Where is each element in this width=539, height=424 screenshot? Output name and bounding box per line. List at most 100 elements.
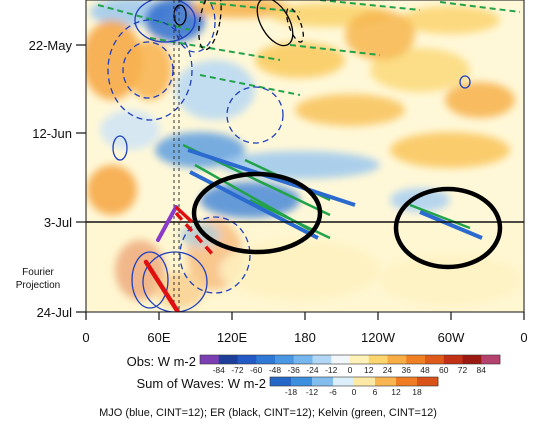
anomaly-patch [370,48,470,92]
anomaly-patch [295,94,405,126]
obs-colorbar-swatch [462,355,482,364]
waves-colorbar-tick-label: 12 [391,387,401,397]
waves-colorbar-tick-label: 0 [352,387,357,397]
obs-colorbar-tick-label: 84 [477,365,487,375]
obs-colorbar-swatch [406,355,426,364]
er-contour [256,0,294,47]
obs-colorbar-frame [199,354,501,365]
kelvin-contour [439,1,521,13]
waves-colorbar-swatch [396,377,418,386]
fourier-projection-word: Fourier [22,267,54,278]
obs-colorbar-tick-label: 36 [402,365,412,375]
red-phase-line-lower [143,259,181,312]
obs-colorbar-tick-label: -12 [325,365,338,375]
obs-colorbar-tick-label: 12 [364,365,374,375]
waves-colorbar-tick-label: 6 [373,387,378,397]
waves-colorbar-frame [269,376,439,387]
mjo-fill-band [419,210,483,240]
anomaly-patch [400,6,500,34]
obs-colorbar-swatch [425,355,445,364]
kelvin-contour [249,198,331,240]
obs-colorbar-label: Obs: W m-2 [127,354,196,369]
y-tick-label: 24-Jul [37,305,73,320]
x-tick-label: 120W [361,330,396,345]
mjo-contour [174,0,216,53]
waves-colorbar-swatch [354,377,376,386]
red-phase-line-dashed [174,211,216,258]
obs-colorbar-swatch [200,355,220,364]
waves-colorbar-label: Sum of Waves: W m-2 [136,376,266,391]
anomaly-patch [128,40,172,100]
fourier-projection-label: Fourier Projection [16,267,60,291]
waves-colorbar-tick-label: 18 [412,387,422,397]
purple-phase-line [156,205,178,242]
waves-colorbar-swatch [291,377,313,386]
mjo-contour [179,216,251,294]
anomaly-patch [87,165,137,215]
x-tick-label: 0 [520,330,527,345]
x-tick-label: 0 [82,330,89,345]
mjo-contour [131,251,169,309]
obs-colorbar-tick-label: -60 [250,365,263,375]
kelvin-contour [289,44,381,56]
anomaly-patch [345,10,415,60]
obs-colorbar-swatch [368,355,388,364]
mjo-contour [112,135,128,161]
waves-colorbar-swatches [269,376,439,387]
kelvin-contour [409,203,471,230]
obs-colorbar-swatches [199,354,501,365]
x-tick-label: 180 [294,330,316,345]
red-phase-line-upper [174,205,194,224]
obs-colorbar-tick-label: -36 [288,365,301,375]
obs-colorbar-ticks: -84 -72 -60 -48 -36 -24 -12 0 12 24 36 48 60 72 84 [213,365,487,375]
obs-colorbar-tick-label: 48 [420,365,430,375]
y-tick-label: 3-Jul [44,215,72,230]
anomaly-patch [100,110,160,150]
obs-colorbar-swatch [481,355,501,364]
waves-colorbar-swatch [333,377,355,386]
obs-colorbar: Obs: W m-2 -84 -72 -60 -48 -36 -24 -12 0 12 24 36 4… [127,354,501,375]
obs-colorbar-tick-label: 72 [458,365,468,375]
obs-colorbar-swatch [331,355,351,364]
obs-colorbar-tick-label: -72 [231,365,244,375]
obs-colorbar-swatch [237,355,257,364]
waves-colorbar-swatch [375,377,397,386]
x-tick-label: 60E [147,330,170,345]
mjo-contour [134,0,196,43]
anomaly-patch [155,132,245,168]
mjo-fill-band [187,148,356,207]
x-tick-label: 60W [438,330,465,345]
x-axis: 0 60E 120E 180 120W 60W 0 [82,312,528,345]
waves-colorbar-swatch [417,377,439,386]
anomaly-patch [175,60,255,120]
er-contour [198,0,222,51]
kelvin-contour [97,4,191,31]
waves-colorbar-ticks: -18 -12 -6 0 6 12 18 [285,387,422,397]
annotation-ellipse-west [191,171,323,255]
kelvin-contour [199,74,301,96]
obs-colorbar-tick-label: -84 [213,365,226,375]
obs-colorbar-tick-label: -24 [306,365,319,375]
obs-colorbar-tick-label: 60 [439,365,449,375]
anomaly-patch [255,42,345,78]
obs-colorbar-tick-label: -48 [269,365,282,375]
mjo-contour [142,251,208,312]
obs-colorbar-swatch [218,355,238,364]
obs-colorbar-swatch [293,355,313,364]
obs-colorbar-swatch [350,355,370,364]
mjo-contour [226,86,284,144]
kelvin-contour [319,0,421,11]
fourier-projection-word: Projection [16,280,60,291]
waves-colorbar: Sum of Waves: W m-2 -18 -12 -6 0 6 12 18 [136,376,439,397]
mjo-contour [459,75,471,89]
obs-colorbar-swatch [312,355,332,364]
waves-colorbar-tick-label: -12 [306,387,319,397]
waves-colorbar-swatch [312,377,334,386]
annotation-ellipse-east [393,186,503,270]
waves-colorbar-swatch [270,377,292,386]
er-contour [286,7,304,43]
obs-colorbar-swatch [387,355,407,364]
y-tick-label: 12-Jun [32,126,72,141]
mjo-contour [122,41,174,99]
